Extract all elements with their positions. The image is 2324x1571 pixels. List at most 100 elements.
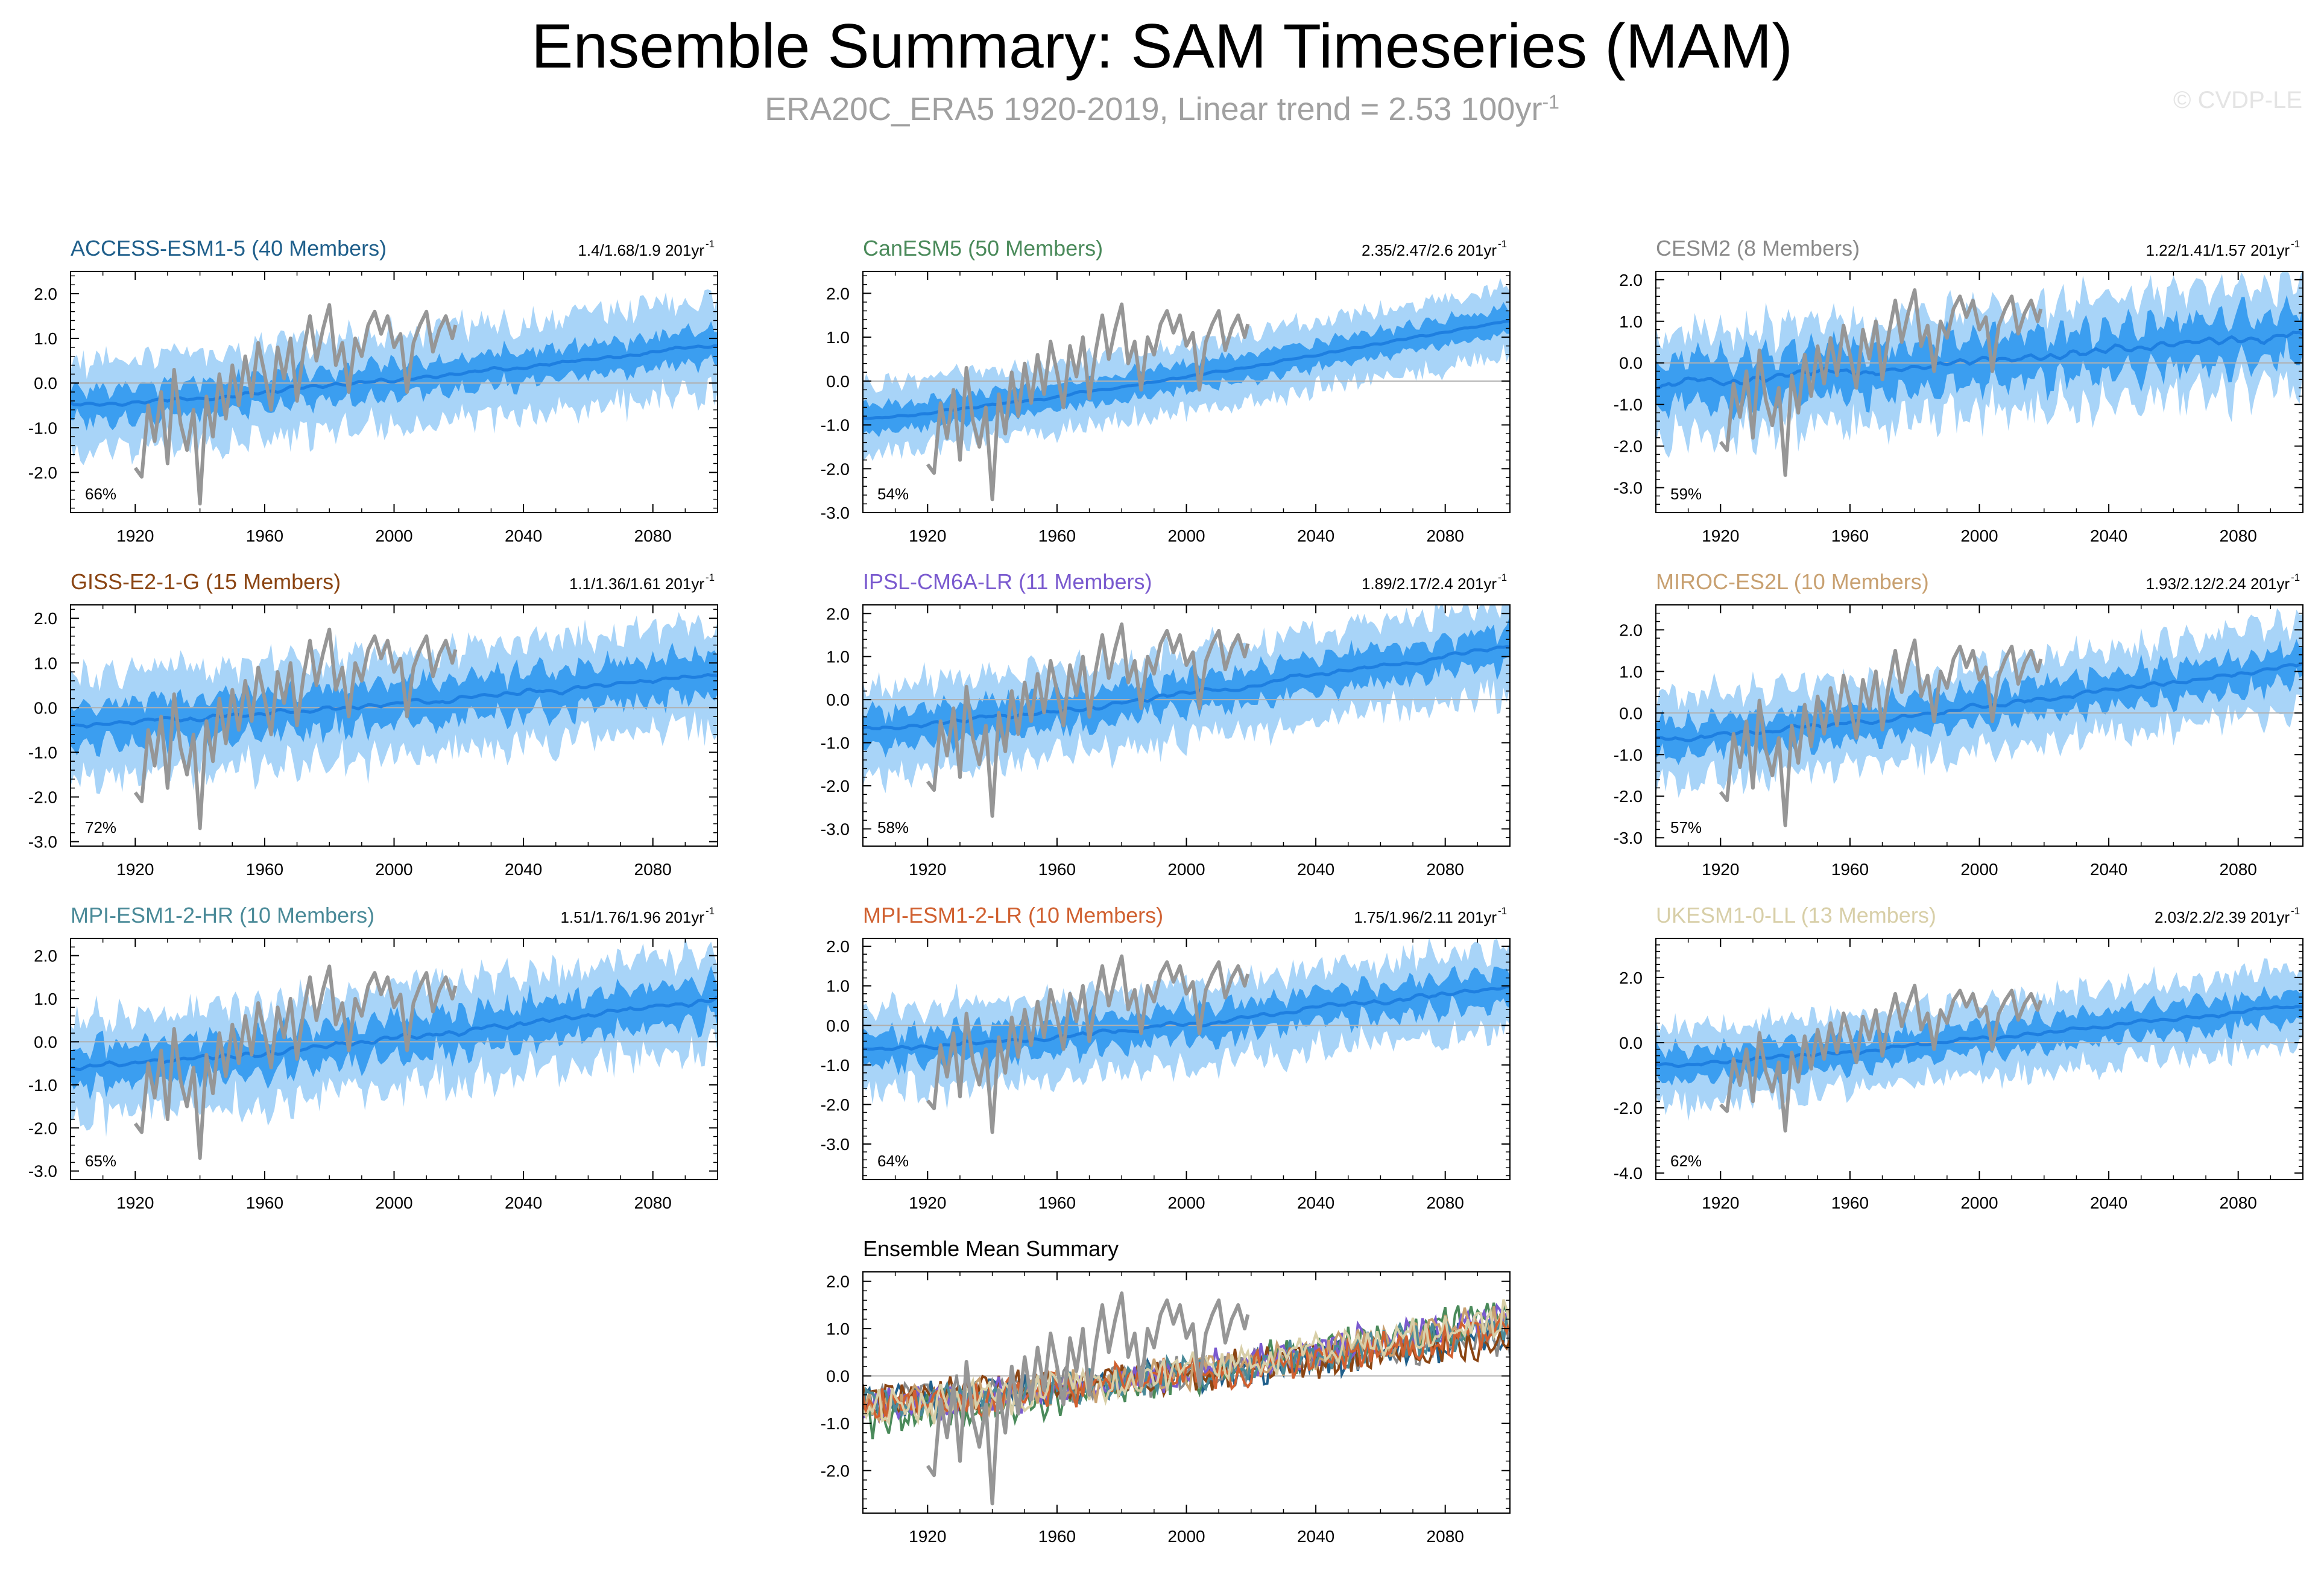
plot-area (863, 278, 1510, 502)
ytick-label: -2.0 (28, 463, 57, 482)
inner-spread-band (71, 321, 718, 431)
ytick-label: -4.0 (1614, 1164, 1643, 1183)
xtick-label: 2080 (1427, 526, 1464, 545)
chart-panel-access-esm1-5: ACCESS-ESM1-5 (40 Members) 1.4/1.68/1.9 2… (28, 236, 718, 545)
chart-panel-cesm2: CESM2 (8 Members) 1.22/1.41/1.57 201yr -1 -… (1614, 236, 2303, 545)
observation-line (926, 622, 1250, 818)
ytick-label: 0.0 (826, 1367, 850, 1386)
ytick-label: 1.0 (1619, 662, 1643, 681)
percent-label: 57% (1670, 818, 1702, 836)
panel-title: MPI-ESM1-2-HR (10 Members) (71, 903, 374, 928)
xtick-label: 1960 (1831, 860, 1869, 879)
trend-label-exponent: -1 (1498, 238, 1507, 250)
xtick-label: 2040 (2090, 860, 2127, 879)
ytick-label: 0.0 (826, 691, 850, 709)
ytick-label: -2.0 (821, 460, 850, 478)
panel-title: Ensemble Mean Summary (863, 1236, 1119, 1261)
chart-panel-miroc-es2l: MIROC-ES2L (10 Members) 1.93/2.12/2.24 20… (1614, 569, 2303, 879)
ytick-label: -3.0 (1614, 479, 1643, 498)
ytick-label: -2.0 (821, 1461, 850, 1480)
ytick-label: 2.0 (826, 1272, 850, 1291)
ytick-label: -1.0 (28, 743, 57, 762)
trend-label: 1.93/2.12/2.24 201yr (2146, 575, 2290, 593)
ytick-label: 1.0 (826, 648, 850, 666)
chart-panel-ukesm1-0-ll: UKESM1-0-LL (13 Members) 2.03/2.2/2.39 20… (1614, 903, 2303, 1212)
xtick-label: 2080 (2220, 526, 2257, 545)
ytick-label: -2.0 (28, 788, 57, 807)
ytick-label: 1.0 (34, 990, 57, 1008)
ytick-label: 2.0 (826, 604, 850, 623)
xtick-label: 2040 (2090, 1193, 2127, 1212)
ytick-label: 2.0 (826, 937, 850, 956)
ytick-label: 1.0 (826, 977, 850, 996)
trend-label-exponent: -1 (1498, 572, 1507, 583)
ytick-label: 2.0 (1619, 271, 1643, 289)
xtick-label: 1960 (246, 526, 283, 545)
observation-line (1719, 288, 2043, 477)
trend-label: 1.22/1.41/1.57 201yr (2146, 241, 2290, 259)
trend-label: 1.4/1.68/1.9 201yr (578, 241, 704, 259)
ytick-label: -3.0 (28, 1162, 57, 1181)
observation-line (926, 302, 1250, 502)
plot-area (71, 289, 718, 506)
xtick-label: 2080 (1427, 1193, 1464, 1212)
ytick-label: -3.0 (821, 820, 850, 838)
xtick-label: 1920 (909, 526, 946, 545)
xtick-label: 2000 (1960, 1193, 1998, 1212)
ytick-label: 0.0 (1619, 704, 1643, 722)
ytick-label: 1.0 (826, 1320, 850, 1338)
chart-panel-mpi-esm1-2-lr: MPI-ESM1-2-LR (10 Members) 1.75/1.96/2.11… (821, 903, 1511, 1212)
observation-line (1719, 638, 2043, 827)
xtick-label: 2040 (2090, 526, 2127, 545)
trend-label: 2.03/2.2/2.39 201yr (2155, 908, 2290, 926)
chart-panel-mpi-esm1-2-hr: MPI-ESM1-2-HR (10 Members) 1.51/1.76/1.96… (28, 903, 718, 1212)
observation-line (133, 964, 458, 1160)
ytick-label: 0.0 (1619, 354, 1643, 373)
trend-label: 2.35/2.47/2.6 201yr (1362, 241, 1497, 259)
ytick-label: 0.0 (34, 374, 57, 393)
xtick-label: 1920 (1702, 1193, 1739, 1212)
chart-panel-ipsl-cm6a-lr: IPSL-CM6A-LR (11 Members) 1.89/2.17/2.4 2… (821, 569, 1511, 879)
trend-label-exponent: -1 (2291, 572, 2300, 583)
ytick-label: 1.0 (1619, 312, 1643, 331)
xtick-label: 2040 (1297, 860, 1334, 879)
xtick-label: 1920 (909, 1527, 946, 1546)
ytick-label: 2.0 (34, 609, 57, 628)
xtick-label: 2040 (1297, 526, 1334, 545)
xtick-label: 1920 (116, 1193, 154, 1212)
xtick-label: 2080 (2220, 860, 2257, 879)
percent-label: 66% (85, 485, 116, 503)
subtitle-exponent: -1 (1542, 91, 1559, 113)
percent-label: 72% (85, 818, 116, 836)
ytick-label: -2.0 (1614, 787, 1643, 806)
ytick-label: -1.0 (1614, 396, 1643, 414)
ytick-label: -2.0 (28, 1119, 57, 1137)
observation-line (926, 1291, 1250, 1506)
subtitle-text: ERA20C_ERA5 1920-2019, Linear trend = 2.… (765, 91, 1542, 127)
trend-label-exponent: -1 (706, 572, 715, 583)
xtick-label: 1960 (246, 860, 283, 879)
xtick-label: 2000 (375, 1193, 412, 1212)
xtick-label: 1920 (1702, 526, 1739, 545)
xtick-label: 2040 (1297, 1527, 1334, 1546)
percent-label: 62% (1670, 1152, 1702, 1170)
xtick-label: 2080 (634, 860, 672, 879)
ytick-label: 0.0 (34, 1032, 57, 1051)
trend-label-exponent: -1 (1498, 905, 1507, 917)
ytick-label: 2.0 (34, 947, 57, 966)
xtick-label: 1960 (1038, 1193, 1076, 1212)
plot-area (863, 938, 1510, 1134)
copyright-mark: © CVDP-LE (2173, 87, 2302, 113)
observation-line (1719, 984, 2043, 1133)
observation-line (133, 627, 458, 830)
observation-line (926, 954, 1250, 1134)
xtick-label: 2000 (1167, 860, 1205, 879)
xtick-label: 1960 (1831, 526, 1869, 545)
panel-title: UKESM1-0-LL (13 Members) (1656, 903, 1936, 928)
chart-panel-canesm5: CanESM5 (50 Members) 2.35/2.47/2.6 201yr -… (821, 236, 1511, 545)
trend-label-exponent: -1 (2291, 905, 2300, 917)
plot-area (71, 938, 718, 1160)
xtick-label: 2080 (2220, 1193, 2257, 1212)
ytick-label: -1.0 (28, 1076, 57, 1095)
